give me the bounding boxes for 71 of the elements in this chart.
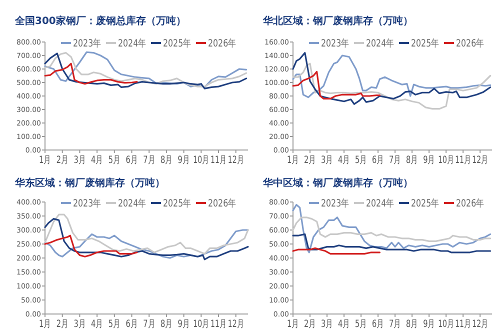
legend-label: 2026年 (456, 38, 492, 50)
x-tick-label: 5月 (108, 319, 125, 330)
x-tick-label: 1月 (287, 319, 304, 330)
legend-label: 2024年 (118, 198, 154, 210)
line-series (44, 214, 249, 255)
legend-label: 2025年 (163, 38, 198, 50)
x-tick-label: 4月 (91, 155, 108, 166)
x-tick-label: 7月 (143, 155, 160, 166)
line-series (44, 218, 249, 260)
line-series (44, 229, 249, 259)
x-tick-label: 1月 (39, 319, 56, 330)
x-tick-label: 8月 (406, 155, 422, 166)
x-tick-label: 7月 (143, 319, 160, 330)
legend-label: 2025年 (163, 198, 198, 210)
line-series (292, 70, 381, 100)
legend-label: 2025年 (411, 198, 446, 210)
x-tick-label: 3月 (74, 319, 90, 330)
line-series (44, 62, 138, 85)
legend-label: 2023年 (73, 198, 108, 210)
x-tick-label: 12月 (472, 319, 495, 330)
x-tick-label: 5月 (355, 155, 372, 166)
x-tick-label: 6月 (126, 319, 142, 330)
line-series (292, 233, 492, 254)
chart-title: 华东区域：钢厂废钢库存（万吨） (14, 177, 165, 189)
legend-label: 2025年 (411, 38, 446, 50)
x-tick-label: 6月 (372, 155, 388, 166)
x-tick-label: 3月 (321, 319, 338, 330)
chart-title: 华北区域：钢厂废钢库存（万吨） (262, 15, 413, 27)
legend-label: 2024年 (366, 198, 402, 210)
x-tick-label: 8月 (406, 319, 422, 330)
x-tick-label: 4月 (338, 319, 354, 330)
legend-label: 2026年 (208, 38, 244, 50)
x-tick-label: 2月 (56, 319, 73, 330)
x-tick-label: 7月 (389, 155, 406, 166)
line-series (292, 62, 492, 110)
legend-label: 2023年 (321, 198, 356, 210)
legend-label: 2026年 (456, 198, 492, 210)
x-tick-label: 2月 (304, 155, 320, 166)
x-tick-label: 9月 (178, 155, 194, 166)
line-series (292, 54, 492, 98)
x-tick-label: 2月 (304, 319, 320, 330)
x-tick-label: 4月 (91, 319, 108, 330)
legend-label: 2026年 (208, 198, 244, 210)
x-tick-label: 5月 (355, 319, 372, 330)
x-tick-label: 2月 (56, 155, 73, 166)
x-tick-label: 12月 (228, 155, 251, 166)
x-tick-label: 12月 (228, 319, 251, 330)
x-tick-label: 3月 (321, 155, 338, 166)
legend-label: 2023年 (73, 38, 108, 50)
x-tick-label: 4月 (338, 155, 354, 166)
chart-title: 华中区域：钢厂废钢库存（万吨） (262, 177, 413, 189)
legend-label: 2024年 (366, 38, 402, 50)
line-series (44, 234, 138, 258)
x-tick-label: 1月 (39, 155, 56, 166)
x-tick-label: 9月 (423, 319, 440, 330)
x-tick-label: 5月 (108, 155, 125, 166)
legend-label: 2023年 (321, 38, 356, 50)
line-series (292, 52, 492, 105)
legend-label: 2024年 (118, 38, 154, 50)
x-tick-label: 7月 (389, 319, 406, 330)
chart-title: 全国300家钢厂：废钢总库存（万吨） (14, 15, 186, 27)
x-tick-label: 12月 (472, 155, 495, 166)
x-tick-label: 9月 (423, 155, 440, 166)
line-series (292, 216, 492, 242)
x-tick-label: 8月 (160, 319, 177, 330)
x-tick-label: 3月 (74, 155, 90, 166)
x-tick-label: 8月 (160, 155, 177, 166)
x-tick-label: 1月 (287, 155, 304, 166)
x-tick-label: 6月 (126, 155, 142, 166)
x-tick-label: 9月 (178, 319, 194, 330)
x-tick-label: 6月 (372, 319, 388, 330)
